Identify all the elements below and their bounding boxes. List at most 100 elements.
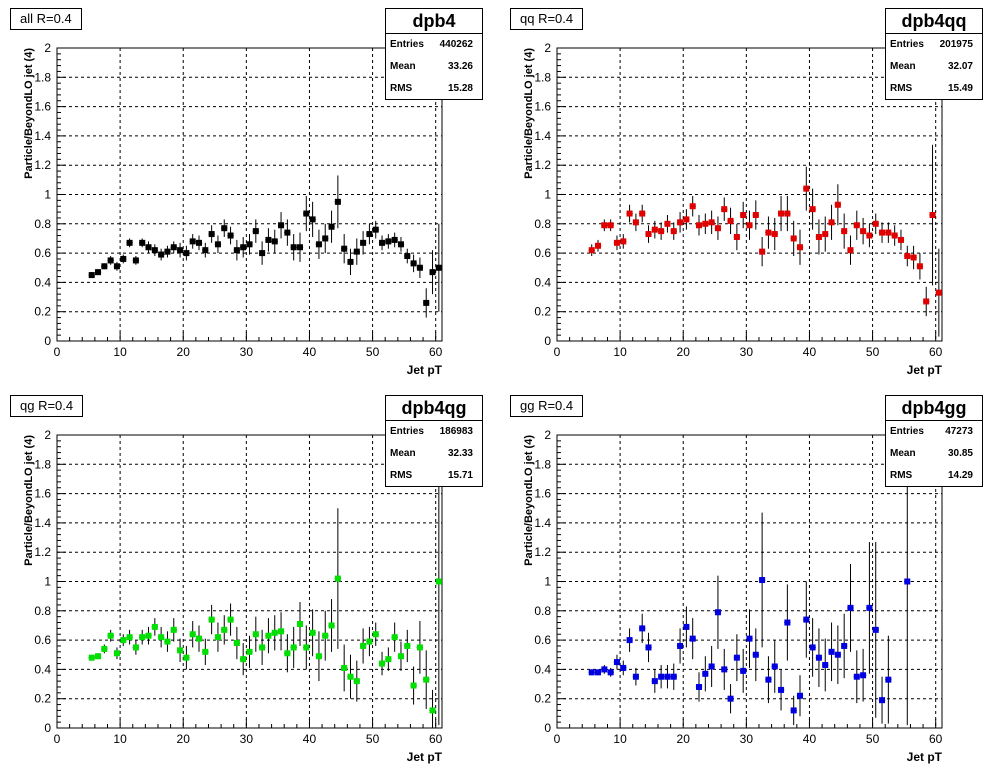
data-marker <box>240 244 247 251</box>
data-marker <box>278 628 285 635</box>
data-point <box>227 603 234 636</box>
data-marker <box>107 257 114 264</box>
data-point <box>588 669 595 676</box>
data-point <box>189 234 196 249</box>
y-tick-label: 0 <box>44 334 51 348</box>
data-marker <box>151 623 158 630</box>
data-point <box>777 669 785 711</box>
data-point <box>853 650 860 704</box>
data-marker <box>334 198 341 205</box>
data-marker <box>620 238 627 245</box>
data-marker <box>322 235 329 242</box>
mean-value: 30.85 <box>947 448 973 459</box>
x-tick-label: 50 <box>366 732 380 746</box>
data-marker <box>752 212 759 219</box>
data-marker <box>834 651 841 658</box>
data-marker <box>347 258 354 265</box>
data-point <box>790 695 797 726</box>
data-marker <box>721 206 728 213</box>
data-marker <box>746 635 753 642</box>
data-marker <box>595 669 602 676</box>
data-point <box>765 656 772 704</box>
data-point <box>385 234 392 249</box>
data-marker <box>265 632 272 639</box>
data-point <box>353 660 360 702</box>
data-point <box>151 618 158 636</box>
entries-value: 186983 <box>439 426 473 437</box>
data-marker <box>708 663 715 670</box>
data-point <box>391 622 398 652</box>
data-marker <box>227 616 234 623</box>
data-marker <box>601 666 608 673</box>
data-point <box>594 239 602 252</box>
data-point <box>904 245 911 267</box>
data-point <box>385 647 392 671</box>
data-marker <box>429 707 436 714</box>
data-point <box>145 626 152 645</box>
data-marker <box>202 247 209 254</box>
data-point <box>258 629 266 666</box>
data-point <box>657 665 665 689</box>
data-point <box>126 238 133 248</box>
y-tick-label: 2 <box>44 428 51 442</box>
data-point <box>423 650 430 709</box>
data-marker <box>189 238 196 245</box>
data-marker <box>208 231 215 238</box>
data-point <box>107 629 114 642</box>
histogram-name: dpb4 <box>386 9 482 34</box>
data-point <box>334 508 342 649</box>
entries-value: 47273 <box>945 426 973 437</box>
data-point <box>341 644 348 692</box>
data-marker <box>88 654 95 661</box>
stats-box: dpb4 Entries 440262 Mean 33.26 RMS 15.28 <box>385 8 483 100</box>
data-point <box>771 640 778 693</box>
data-point <box>303 195 310 232</box>
stats-row-rms: RMS 15.71 <box>386 465 482 487</box>
data-point <box>676 628 684 664</box>
data-marker <box>423 676 430 683</box>
y-tick-label: 0.4 <box>34 662 51 676</box>
data-marker <box>410 682 417 689</box>
data-marker <box>620 664 627 671</box>
data-point <box>404 248 411 264</box>
data-point <box>613 654 621 670</box>
data-point <box>164 245 171 258</box>
data-marker <box>607 669 614 676</box>
y-tick-label: 0 <box>44 721 51 735</box>
stats-row-entries: Entries 440262 <box>386 34 482 56</box>
data-marker <box>879 229 886 236</box>
y-tick-label: 0.4 <box>34 275 51 289</box>
data-point <box>859 648 867 702</box>
data-point <box>758 512 766 648</box>
y-tick-label: 1.2 <box>34 545 51 559</box>
data-point <box>601 665 608 674</box>
y-tick-label: 0.6 <box>34 633 51 647</box>
y-tick-label: 0 <box>544 334 551 348</box>
data-marker <box>416 264 423 271</box>
data-marker <box>689 203 696 210</box>
y-tick-label: 1.2 <box>34 158 51 172</box>
stats-box: dpb4qg Entries 186983 Mean 32.33 RMS 15.71 <box>385 395 483 487</box>
data-point <box>303 625 310 670</box>
data-marker <box>177 647 184 654</box>
data-point <box>740 648 747 693</box>
data-point <box>315 229 323 259</box>
y-tick-label: 1.4 <box>34 129 51 143</box>
data-point <box>790 220 797 257</box>
data-marker <box>360 239 367 246</box>
data-marker <box>866 232 873 239</box>
data-point <box>353 238 360 265</box>
data-marker <box>866 604 873 611</box>
data-point <box>359 231 367 255</box>
data-marker <box>607 222 614 229</box>
data-point <box>221 219 228 237</box>
data-point <box>366 626 373 657</box>
data-point <box>284 219 291 246</box>
data-point <box>309 201 316 237</box>
data-marker <box>885 229 892 236</box>
data-point <box>714 216 722 240</box>
data-point <box>620 234 627 249</box>
data-marker <box>670 673 677 680</box>
data-point <box>607 219 614 232</box>
data-marker <box>259 250 266 257</box>
